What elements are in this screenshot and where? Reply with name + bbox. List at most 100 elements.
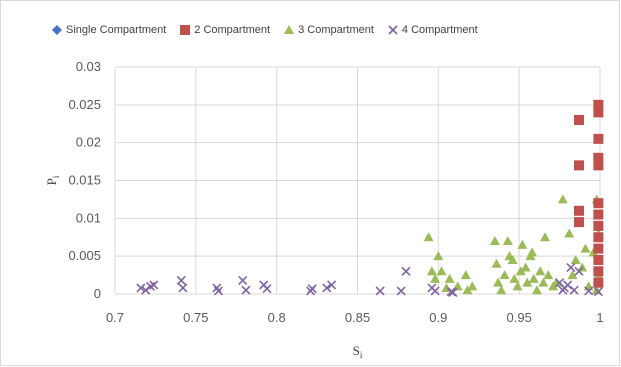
point-3-compartment <box>557 194 568 204</box>
legend-item-4-compartment: 4 Compartment <box>388 24 478 36</box>
point-3-compartment <box>507 254 518 264</box>
point-4-compartment <box>327 280 337 290</box>
point-4-compartment <box>322 283 332 293</box>
legend-label: Single Compartment <box>66 24 167 36</box>
point-3-compartment <box>517 239 528 249</box>
legend-marker-triangle <box>284 25 295 34</box>
x-tick-label: 0.95 <box>507 310 532 325</box>
point-2-compartment <box>573 160 584 171</box>
point-3-compartment <box>509 273 520 283</box>
legend-symbol <box>180 25 191 35</box>
legend-marker-x <box>388 25 398 35</box>
point-3-compartment <box>531 285 542 295</box>
y-tick-label: 0 <box>94 286 101 301</box>
point-3-compartment <box>520 262 531 272</box>
point-3-compartment <box>436 266 447 276</box>
point-2-compartment <box>593 99 604 110</box>
y-tick-label: 0.005 <box>68 248 101 263</box>
point-3-compartment <box>496 285 507 295</box>
point-4-compartment <box>574 266 584 276</box>
point-3-compartment <box>444 273 455 283</box>
point-4-compartment <box>241 285 251 295</box>
legend-marker-diamond <box>52 25 62 35</box>
point-3-compartment <box>426 266 437 276</box>
point-3-compartment <box>430 273 441 283</box>
point-3-compartment <box>491 258 502 268</box>
point-3-compartment <box>528 273 539 283</box>
y-tick-label: 0.01 <box>76 210 101 225</box>
point-2-compartment <box>593 198 604 209</box>
point-3-compartment <box>502 236 513 246</box>
point-4-compartment <box>566 262 576 273</box>
point-2-compartment <box>593 107 604 118</box>
point-2-compartment <box>593 152 604 163</box>
point-2-compartment <box>593 266 604 277</box>
point-4-compartment <box>149 280 159 290</box>
x-axis-title: Si <box>353 343 363 360</box>
point-2-compartment <box>593 243 604 254</box>
x-tick-label: 1 <box>596 310 603 325</box>
point-3-compartment <box>433 251 444 261</box>
y-tick-label: 0.03 <box>76 59 101 74</box>
point-3-compartment <box>527 247 538 257</box>
point-3-compartment <box>535 266 546 276</box>
point-2-compartment <box>593 160 604 171</box>
point-3-compartment <box>460 270 471 280</box>
point-3-compartment <box>522 277 533 287</box>
point-3-compartment <box>567 270 578 280</box>
point-4-compartment <box>375 286 385 296</box>
point-2-compartment <box>593 220 604 231</box>
legend-symbol <box>52 25 62 35</box>
point-4-compartment <box>136 283 146 293</box>
point-3-compartment <box>515 266 526 276</box>
y-tick-label: 0.015 <box>68 173 101 188</box>
x-tick-label: 0.75 <box>183 310 208 325</box>
x-tick-label: 0.9 <box>429 310 447 325</box>
point-3-compartment <box>512 281 523 291</box>
y-axis-title: Pi <box>44 175 61 185</box>
legend-label: 2 Compartment <box>194 24 271 36</box>
point-4-compartment <box>238 275 248 285</box>
point-3-compartment <box>499 270 510 280</box>
legend-marker-square <box>180 25 191 35</box>
legend: Single Compartment 2 Compartment 3 Compart… <box>52 24 478 36</box>
point-2-compartment <box>593 133 604 144</box>
x-tick-label: 0.7 <box>106 310 124 325</box>
point-4-compartment <box>593 287 603 297</box>
legend-label: 3 Compartment <box>298 24 374 36</box>
point-3-compartment <box>467 281 478 291</box>
point-4-compartment <box>448 287 458 298</box>
point-4-compartment <box>396 286 406 296</box>
point-4-compartment <box>569 285 579 295</box>
legend-label: 4 Compartment <box>401 24 478 36</box>
point-3-compartment <box>580 243 591 253</box>
point-4-compartment <box>176 275 186 285</box>
point-2-compartment <box>573 217 584 228</box>
legend-item-2-compartment: 2 Compartment <box>180 24 270 36</box>
point-4-compartment <box>584 286 594 296</box>
legend-symbol <box>284 25 295 34</box>
point-3-compartment <box>543 270 554 280</box>
point-2-compartment <box>573 205 584 216</box>
point-2-compartment <box>593 209 604 220</box>
point-3-compartment <box>570 254 581 264</box>
y-tick-label: 0.025 <box>68 97 101 112</box>
point-4-compartment <box>430 286 440 296</box>
point-3-compartment <box>493 277 504 287</box>
x-tick-label: 0.85 <box>345 310 370 325</box>
point-3-compartment <box>462 285 473 295</box>
point-3-compartment <box>489 236 500 246</box>
point-4-compartment <box>178 283 188 293</box>
point-2-compartment <box>593 232 604 243</box>
point-2-compartment <box>573 114 584 125</box>
point-3-compartment <box>423 232 434 242</box>
legend-item-single-compartment: Single Compartment <box>52 24 166 36</box>
y-tick-label: 0.02 <box>76 135 101 150</box>
x-tick-label: 0.8 <box>268 310 286 325</box>
point-4-compartment <box>563 280 573 290</box>
point-3-compartment <box>540 232 551 242</box>
point-2-compartment <box>593 277 604 288</box>
